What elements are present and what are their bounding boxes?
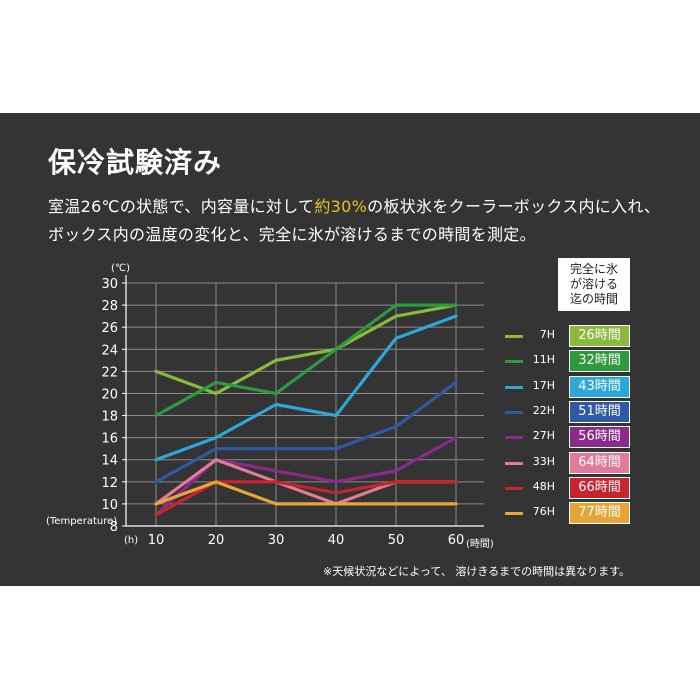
chart-panel: 保冷試験済み 室温26℃の状態で、内容量に対して約30%の板状氷をクーラーボック… <box>0 113 700 586</box>
x-axis-unit: (h) <box>124 535 138 546</box>
chart-series <box>154 303 458 517</box>
y-tick-label: 12 <box>101 476 118 491</box>
legend-duration-badge: 64時間 <box>569 451 630 474</box>
y-tick-label: 16 <box>101 432 118 447</box>
legend-label: 27H <box>532 429 555 443</box>
y-tick-label: 14 <box>101 454 118 469</box>
series-line-48h <box>154 480 458 517</box>
description-line-2: ボックス内の温度の変化と、完全に氷が溶けるまでの時間を測定。 <box>48 225 536 244</box>
y-tick-label: 20 <box>101 387 118 402</box>
legend-item-17h: 17H 43時間 <box>505 375 635 398</box>
legend-duration-badge: 43時間 <box>569 375 630 398</box>
chart-grid <box>126 282 484 527</box>
legend-item-76h: 76H 77時間 <box>505 502 635 525</box>
y-tick-label: 24 <box>101 343 118 358</box>
legend-item-7h: 7H 26時間 <box>505 325 635 347</box>
y-tick-label: 18 <box>101 410 118 425</box>
y-tick-label: 30 <box>101 277 118 292</box>
legend-swatch <box>505 512 523 516</box>
legend-duration-badge: 56時間 <box>569 426 630 449</box>
legend-swatch <box>505 335 523 338</box>
y-tick-label: 26 <box>101 321 118 336</box>
x-axis-caption: (時間) <box>466 538 494 550</box>
legend-label: 22H <box>532 403 555 417</box>
legend-label: 48H <box>532 479 555 493</box>
chart-axes: 8 10 12 14 16 18 20 22 24 26 28 30 10 20 30 40 50 60 <box>101 275 484 548</box>
legend-swatch <box>505 410 523 414</box>
series-line-22h <box>154 380 458 484</box>
legend-item-27h: 27H 56時間 <box>505 426 635 449</box>
legend-duration-badge: 32時間 <box>569 350 630 373</box>
legend-item-22h: 22H 51時間 <box>505 400 635 423</box>
legend-header: 完全に氷 が溶ける 迄の時間 <box>558 258 630 311</box>
legend-label: 17H <box>532 378 555 392</box>
legend-swatch <box>505 436 523 440</box>
series-line-17h <box>154 314 458 462</box>
y-tick-label: 22 <box>101 365 118 380</box>
legend-header-line: が溶ける <box>569 277 618 291</box>
legend-swatch <box>505 360 523 364</box>
y-axis-unit: (℃) <box>111 263 130 274</box>
x-tick-label: 50 <box>388 533 405 548</box>
x-tick-label: 10 <box>148 533 165 548</box>
x-tick-label: 20 <box>208 533 225 548</box>
highlight-text: 約30% <box>314 197 368 216</box>
y-tick-label: 10 <box>101 498 118 513</box>
legend-duration-badge: 51時間 <box>569 400 630 423</box>
legend-duration-badge: 26時間 <box>569 325 630 347</box>
legend-swatch <box>505 385 523 389</box>
x-tick-label: 40 <box>328 533 345 548</box>
y-tick-label: 28 <box>101 299 118 314</box>
x-tick-label: 30 <box>268 533 285 548</box>
description-line-1: 室温26℃の状態で、内容量に対して約30%の板状氷をクーラーボックス内に入れ、 <box>48 193 660 217</box>
legend-label: 76H <box>532 505 555 519</box>
y-axis-caption: (Temperature) <box>46 516 117 527</box>
legend-header-line: 迄の時間 <box>569 292 618 306</box>
legend-label: 33H <box>532 454 555 468</box>
legend-header-line: 完全に氷 <box>569 262 618 276</box>
series-line-11h <box>154 303 458 418</box>
legend-item-33h: 33H 64時間 <box>505 451 635 474</box>
legend-swatch <box>505 486 523 490</box>
legend-label: 11H <box>532 353 555 367</box>
description-text: の板状氷をクーラーボックス内に入れ、 <box>367 197 661 216</box>
page-title: 保冷試験済み <box>48 146 223 179</box>
legend-label: 7H <box>539 328 555 341</box>
legend-item-48h: 48H 66時間 <box>505 476 635 499</box>
x-tick-label: 60 <box>448 533 465 548</box>
series-line-7h <box>154 303 458 396</box>
footnote: ※天候状況などによって、 溶けきるまでの時間は異なります。 <box>323 565 630 578</box>
series-line-76h <box>154 480 458 506</box>
description-text: 室温26℃の状態で、内容量に対して <box>48 197 315 216</box>
legend-duration-badge: 66時間 <box>569 476 630 499</box>
legend-swatch <box>505 461 523 465</box>
legend-duration-badge: 77時間 <box>569 502 630 525</box>
legend-item-11h: 11H 32時間 <box>505 350 635 373</box>
y-tick-label: 8 <box>110 520 118 535</box>
